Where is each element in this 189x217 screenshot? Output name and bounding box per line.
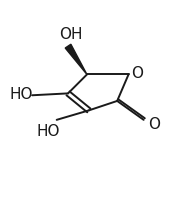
Text: OH: OH [59, 27, 83, 42]
Polygon shape [65, 44, 87, 74]
Text: O: O [148, 117, 160, 132]
Text: HO: HO [10, 87, 33, 102]
Text: O: O [132, 66, 144, 81]
Text: HO: HO [36, 124, 60, 139]
